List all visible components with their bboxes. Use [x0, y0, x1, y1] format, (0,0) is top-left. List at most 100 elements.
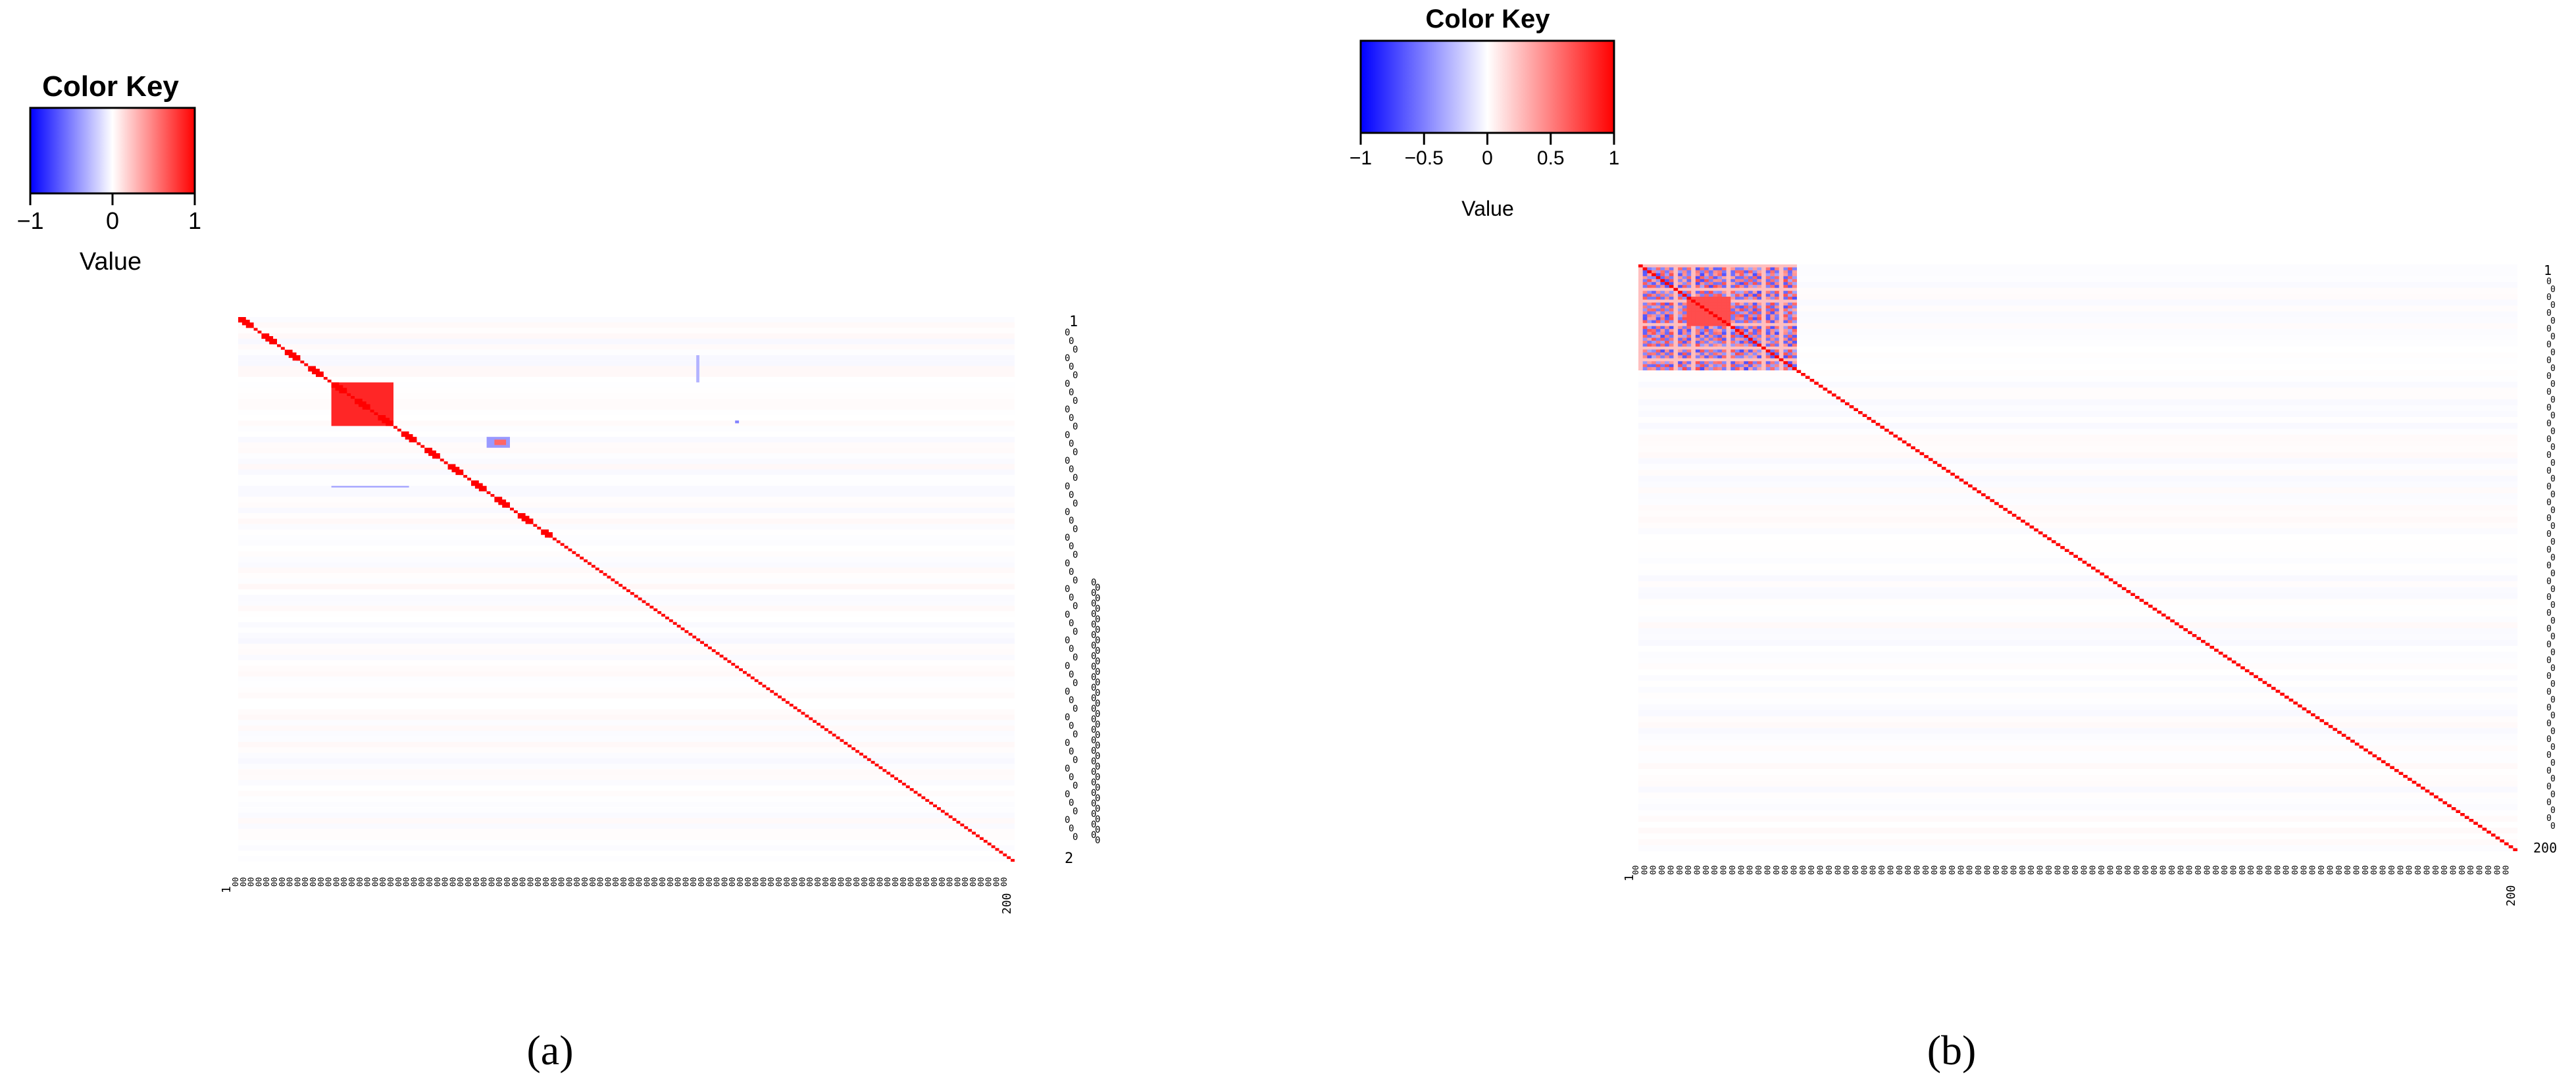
heatmap-cell: [1739, 302, 1744, 306]
heatmap-cell: [1783, 279, 1788, 283]
heatmap-cell: [238, 693, 1015, 699]
heatmap-cell: [1003, 853, 1007, 856]
heatmap-cell: [1655, 273, 1661, 277]
heatmap-cell: [1704, 276, 1709, 280]
heatmap-cell: [1809, 378, 1815, 382]
heatmap-cell: [1765, 267, 1771, 271]
heatmap-cell: [2359, 745, 2364, 749]
heatmap-cell: [1734, 291, 1740, 295]
heatmap-cell: [1748, 349, 1754, 353]
heatmap-cell: [1708, 335, 1714, 338]
heatmap-cell: [1665, 293, 1670, 297]
col-label: 00: [1702, 866, 1711, 875]
row-label: 0: [1073, 524, 1078, 535]
heatmap-cell: [774, 693, 778, 696]
heatmap-cell: [762, 684, 767, 688]
heatmap-cell: [1638, 270, 1644, 274]
heatmap-cell: [1757, 270, 1762, 274]
heatmap-cell: [1713, 273, 1718, 277]
heatmap-cell: [1638, 510, 2517, 517]
heatmap-cell: [238, 502, 1015, 508]
heatmap-cell: [1770, 264, 1775, 268]
heatmap-cell: [1752, 349, 1757, 353]
heatmap-cell: [1783, 285, 1788, 289]
heatmap-cell: [684, 630, 689, 633]
heatmap-cell: [1704, 349, 1709, 353]
heatmap-cell: [1748, 343, 1754, 347]
row-label: 0: [1091, 651, 1096, 662]
heatmap-cell: [238, 851, 1015, 856]
heatmap-cell: [1721, 287, 1727, 291]
heatmap-cell: [1638, 739, 2517, 746]
heatmap-cell: [1739, 367, 1744, 371]
heatmap-cell: [238, 469, 1015, 476]
heatmap-cell: [1673, 302, 1679, 306]
heatmap-cell: [1700, 332, 1705, 335]
heatmap-cell: [1748, 305, 1754, 309]
heatmap-cell: [991, 845, 996, 849]
heatmap-cell: [1686, 346, 1692, 350]
color-key-gradient-b: [1359, 39, 1615, 134]
heatmap-cell: [1652, 317, 1657, 321]
heatmap-cell: [2280, 693, 2285, 696]
col-label: 00: [239, 877, 248, 887]
heatmap-cell: [1757, 320, 1762, 324]
heatmap-cell: [2504, 842, 2509, 846]
heatmap-cell: [1734, 297, 1740, 301]
heatmap-cell: [1691, 317, 1696, 321]
heatmap-cell: [1638, 335, 2517, 341]
heatmap-cell: [1765, 305, 1771, 309]
heatmap-cell: [238, 393, 1015, 399]
heatmap-cell: [2262, 681, 2267, 684]
col-label: 00: [2273, 866, 2282, 875]
heatmap-cell: [649, 605, 654, 608]
heatmap-cell: [1647, 358, 1652, 362]
heatmap-cell: [1721, 264, 1727, 268]
heatmap-cell: [630, 592, 634, 595]
heatmap-cell: [1721, 291, 1727, 295]
heatmap-cell: [1695, 270, 1701, 274]
heatmap-cell: [1682, 340, 1687, 344]
heatmap-cell: [2047, 537, 2052, 541]
heatmap-cell: [1665, 361, 1670, 365]
heatmap-cell: [2337, 731, 2342, 734]
heatmap-cell: [1638, 314, 1644, 318]
row-label: 0: [1091, 578, 1096, 588]
heatmap-cell: [238, 371, 1015, 378]
heatmap-cell: [1691, 349, 1696, 353]
heatmap-cell: [1704, 285, 1709, 289]
heatmap-cell: [1734, 308, 1740, 312]
heatmap-cell: [1638, 302, 1644, 306]
heatmap-cell: [1678, 276, 1683, 280]
heatmap-cell: [1752, 355, 1757, 359]
heatmap-cell: [2192, 633, 2197, 637]
row-label: 0: [2546, 640, 2552, 650]
heatmap-cell: [1775, 317, 1780, 321]
heatmap-cell: [1775, 358, 1780, 362]
heatmap-cell: [727, 660, 732, 663]
heatmap-cell: [261, 333, 270, 339]
heatmap-cell: [1713, 270, 1718, 274]
heatmap-cell: [436, 456, 440, 459]
col-label: 00: [580, 877, 590, 887]
heatmap-cell: [1678, 299, 1683, 303]
heatmap-cell: [1739, 267, 1744, 271]
heatmap-cell: [805, 714, 809, 718]
heatmap-cell: [2447, 804, 2452, 808]
heatmap-cell: [1779, 293, 1784, 297]
col-label: 00: [254, 877, 263, 887]
heatmap-cell: [1739, 293, 1744, 297]
heatmap-cell: [2157, 610, 2161, 614]
col-label: 00: [2458, 866, 2467, 875]
heatmap-cell: [1717, 332, 1723, 335]
heatmap-cell: [1704, 264, 1709, 268]
col-label: 00: [456, 877, 465, 887]
heatmap-cell: [2038, 531, 2043, 535]
col-label: 1: [1623, 874, 1636, 881]
heatmap-cell: [238, 676, 1015, 682]
heatmap-cell: [2170, 619, 2175, 623]
heatmap-cell: [1761, 329, 1767, 333]
heatmap-cell: [1660, 279, 1665, 282]
heatmap-cell: [1638, 751, 2517, 758]
heatmap-cell: [1652, 337, 1657, 341]
